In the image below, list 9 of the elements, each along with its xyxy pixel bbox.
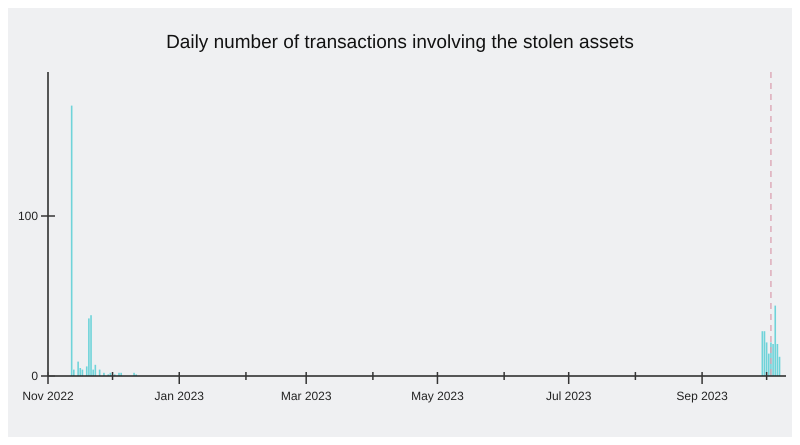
chart-title: Daily number of transactions involving the stolen assets [166,32,634,53]
x-tick-label: Sep 2023 [676,389,728,403]
y-tick-label: 0 [31,369,38,384]
y-tick-label: 100 [18,209,38,224]
x-tick-label: Jul 2023 [546,389,592,403]
x-tick-label: Jan 2023 [154,389,204,403]
x-tick-label: Nov 2022 [22,389,74,403]
x-tick-label: Mar 2023 [280,389,332,403]
x-tick-label: May 2023 [411,389,464,403]
